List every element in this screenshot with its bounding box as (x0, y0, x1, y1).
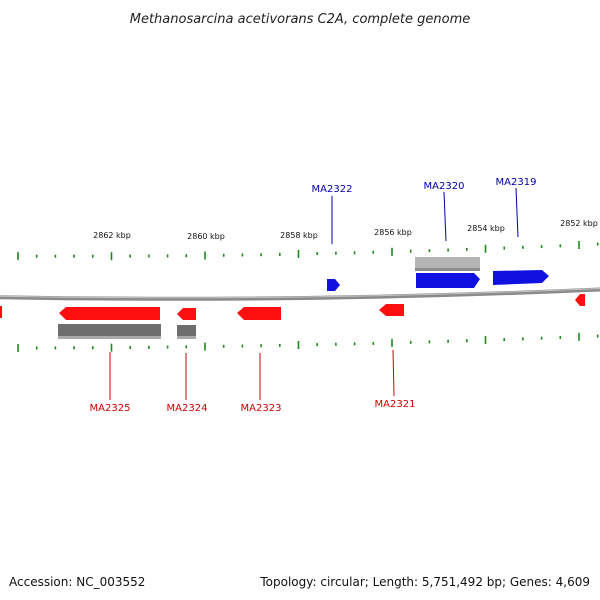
feature-gray-forward-shadow (415, 268, 480, 271)
genome-summary-text: Topology: circular; Length: 5,751,492 bp… (259, 575, 590, 589)
genome-backbone-highlight (0, 287, 600, 299)
gene-arrow-ma2321[interactable] (379, 304, 404, 316)
leader-line-ma2321 (392, 349, 395, 397)
scale-label-2862: 2862 kbp (93, 231, 131, 240)
leader-line-ma2319 (515, 187, 519, 238)
gene-label-ma2323[interactable]: MA2323 (241, 403, 282, 414)
map-title: Methanosarcina acetivorans C2A, complete… (130, 12, 471, 27)
gene-label-ma2322[interactable]: MA2322 (312, 184, 353, 195)
gene-arrow-ma2322[interactable] (327, 279, 340, 291)
reverse-strand-features (0, 294, 585, 339)
gene-arrow-ma2323[interactable] (237, 307, 281, 320)
forward-strand-features (327, 257, 549, 291)
genome-backbone (0, 287, 600, 301)
scale-label-2860: 2860 kbp (187, 232, 225, 241)
gene-label-ma2324[interactable]: MA2324 (167, 403, 208, 414)
reverse-gene-labels: MA2325 MA2324 MA2323 MA2321 (90, 349, 416, 414)
scale-label-2856: 2856 kbp (374, 228, 412, 237)
leader-line-ma2320 (443, 191, 447, 242)
gene-arrow-partial-left[interactable] (0, 306, 2, 318)
accession-text: Accession: NC_003552 (9, 575, 145, 589)
gene-label-ma2320[interactable]: MA2320 (424, 181, 465, 192)
top-scale-ticks (17, 241, 599, 261)
feature-gray-forward (415, 257, 480, 270)
scale-label-2854: 2854 kbp (467, 224, 505, 233)
gene-label-ma2319[interactable]: MA2319 (496, 177, 537, 188)
gene-label-ma2325[interactable]: MA2325 (90, 403, 131, 414)
feature-gray-reverse-1 (58, 324, 161, 337)
gene-arrow-partial-right[interactable] (575, 294, 585, 306)
scale-label-2858: 2858 kbp (280, 231, 318, 240)
feature-gray-reverse-1-shadow (58, 336, 161, 339)
gene-label-ma2321[interactable]: MA2321 (375, 399, 416, 410)
bottom-scale-ticks (17, 332, 599, 352)
feature-gray-reverse-2 (177, 325, 196, 337)
gene-arrow-ma2320[interactable] (416, 273, 480, 288)
gene-arrow-ma2324[interactable] (177, 308, 196, 320)
feature-gray-reverse-2-shadow (177, 336, 196, 339)
forward-gene-labels: MA2322 MA2320 MA2319 (312, 177, 537, 244)
scale-label-2852: 2852 kbp (560, 219, 598, 228)
gene-arrow-ma2325[interactable] (59, 307, 160, 320)
gene-arrow-ma2319[interactable] (493, 270, 549, 285)
